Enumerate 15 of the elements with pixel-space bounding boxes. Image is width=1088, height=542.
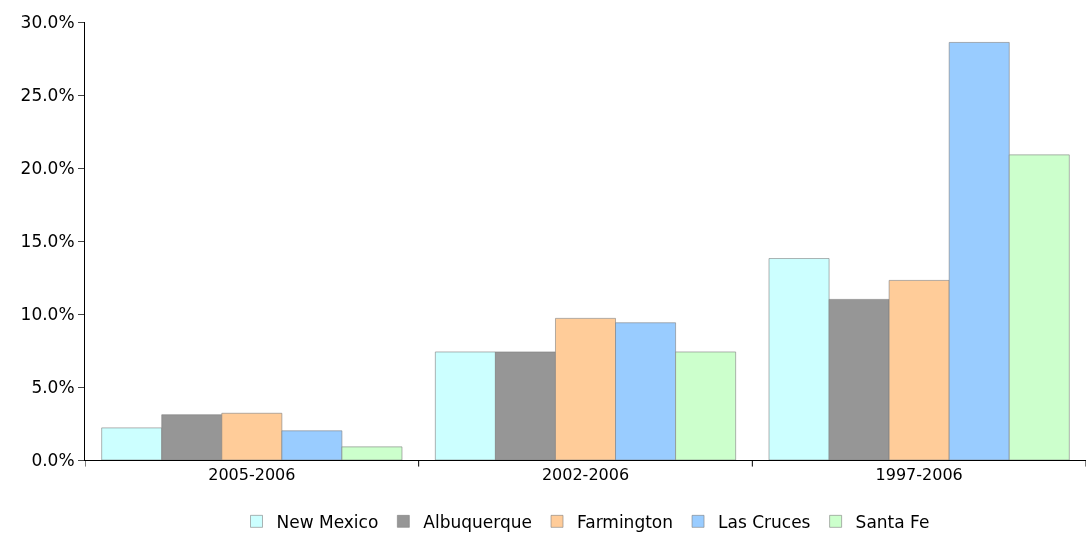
legend-label: Santa Fe bbox=[855, 511, 930, 532]
legend-label: Las Cruces bbox=[718, 511, 811, 532]
y-tick-label: 0.0% bbox=[31, 449, 75, 470]
legend-label: New Mexico bbox=[276, 511, 379, 532]
y-tick-label: 30.0% bbox=[20, 11, 75, 32]
legend-label: Albuquerque bbox=[423, 511, 533, 532]
y-tick-label: 10.0% bbox=[20, 303, 75, 324]
y-tick-label: 5.0% bbox=[31, 376, 75, 397]
y-tick-label: 20.0% bbox=[20, 157, 75, 178]
legend-label: Farmington bbox=[577, 511, 674, 532]
y-tick-label: 15.0% bbox=[20, 230, 75, 251]
y-tick-label: 25.0% bbox=[20, 84, 75, 105]
x-tick-label: 1997-2006 bbox=[875, 465, 963, 485]
x-tick-label: 2002-2006 bbox=[541, 465, 630, 485]
x-tick-label: 2005-2006 bbox=[208, 465, 296, 485]
